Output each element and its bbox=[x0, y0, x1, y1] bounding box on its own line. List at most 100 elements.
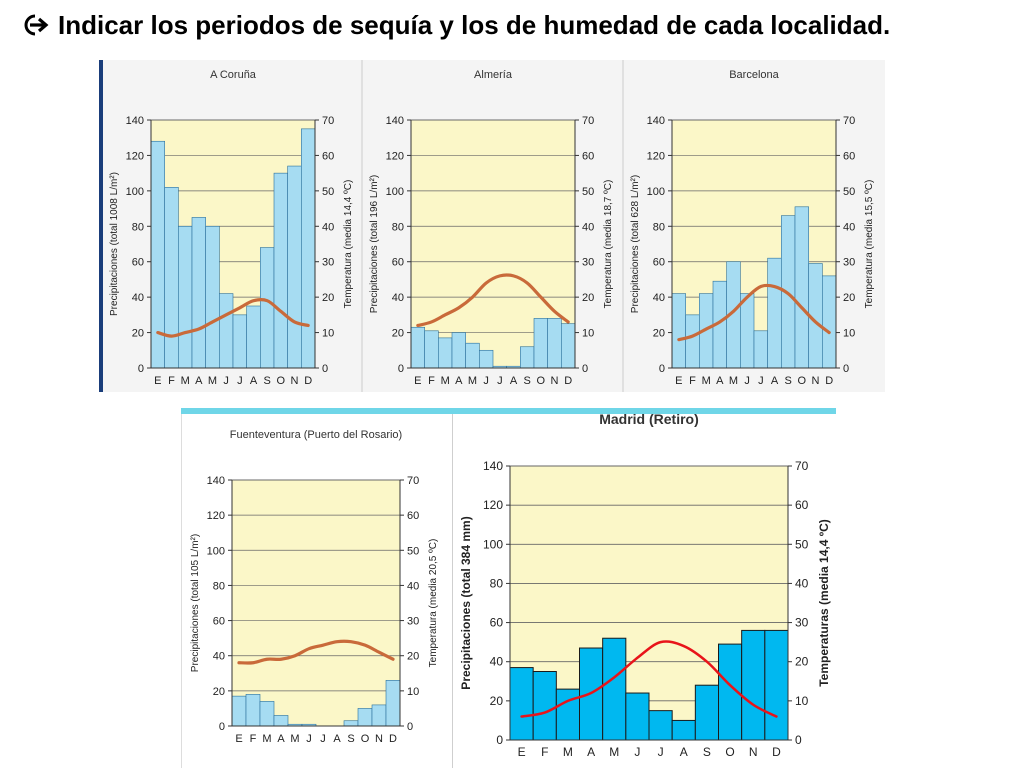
chart-svg-barcelona: Barcelona 0 20 40 60 80 100 120 140 0 10 20 30 40 50 60… bbox=[630, 69, 875, 387]
y2-tick-label: 70 bbox=[582, 115, 594, 127]
y-tick-label: 80 bbox=[653, 221, 665, 233]
x-tick-label-6: J bbox=[634, 745, 640, 759]
y-tick-label: 60 bbox=[392, 257, 404, 269]
arrow-right-circle-icon bbox=[24, 10, 50, 41]
precip-bar-6 bbox=[479, 349, 494, 369]
precip-bar-7 bbox=[753, 330, 768, 369]
x-tick-label-8: A bbox=[510, 375, 518, 387]
precip-bar-11 bbox=[741, 629, 766, 741]
y-tick-label: 40 bbox=[392, 292, 404, 304]
y-tick-label: 80 bbox=[490, 576, 504, 590]
precip-bar-2 bbox=[685, 314, 700, 369]
x-tick-label-9: S bbox=[263, 375, 270, 387]
x-tick-label-3: M bbox=[563, 745, 573, 759]
x-tick-label-5: M bbox=[468, 375, 477, 387]
temperature-line bbox=[416, 273, 570, 328]
precip-bar-11 bbox=[287, 165, 302, 369]
y-tick-label: 60 bbox=[132, 257, 144, 269]
y-tick-label: 0 bbox=[659, 363, 665, 375]
y-tick-label: 100 bbox=[386, 186, 404, 198]
y2-tick-label: 50 bbox=[795, 537, 809, 551]
y2-tick-label: 0 bbox=[322, 363, 328, 375]
x-tick-label-3: M bbox=[262, 733, 271, 745]
x-tick-label-12: D bbox=[772, 745, 781, 759]
x-tick-label-1: E bbox=[154, 375, 161, 387]
y2-tick-label: 30 bbox=[843, 257, 855, 269]
y2-tick-label: 40 bbox=[582, 221, 594, 233]
y2-tick-label: 70 bbox=[843, 115, 855, 127]
y-tick-label: 80 bbox=[392, 221, 404, 233]
x-tick-label-8: A bbox=[680, 745, 688, 759]
y-tick-label: 120 bbox=[483, 498, 503, 512]
y2-tick-label: 60 bbox=[582, 150, 594, 162]
chart-svg-coruna: A Coruña 0 20 40 60 80 100 120 140 0 10 20 30 40 50 60 7… bbox=[109, 69, 354, 387]
precip-bar-10 bbox=[357, 708, 373, 727]
x-tick-label-1: E bbox=[675, 375, 682, 387]
x-tick-label-4: A bbox=[455, 375, 463, 387]
y-tick-label: 140 bbox=[647, 115, 665, 127]
y2-tick-label: 10 bbox=[322, 328, 334, 340]
x-tick-label-10: O bbox=[361, 733, 370, 745]
y-tick-label: 100 bbox=[483, 537, 503, 551]
climate-chart-almeria: Almería 0 20 40 60 80 100 120 140 0 10 20 30 40 50 60 70… bbox=[363, 60, 622, 392]
y2-tick-label: 0 bbox=[795, 733, 802, 747]
x-tick-label-5: M bbox=[729, 375, 738, 387]
y2-tick-label: 10 bbox=[843, 328, 855, 340]
precip-bar-7 bbox=[232, 314, 247, 369]
x-tick-label-6: J bbox=[744, 375, 750, 387]
y-tick-label: 140 bbox=[126, 115, 144, 127]
x-tick-label-6: J bbox=[223, 375, 229, 387]
precip-bar-1 bbox=[410, 326, 425, 369]
y-tick-label: 100 bbox=[126, 186, 144, 198]
x-tick-label-7: J bbox=[658, 745, 664, 759]
y-tick-label: 120 bbox=[647, 150, 665, 162]
y2-tick-label: 10 bbox=[407, 686, 419, 698]
y-axis-label: Precipitaciones (total 196 L/m²) bbox=[369, 175, 380, 313]
climate-chart-barcelona: Barcelona 0 20 40 60 80 100 120 140 0 10 20 30 40 50 60… bbox=[624, 60, 884, 392]
y2-tick-label: 40 bbox=[795, 576, 809, 590]
x-tick-label-9: S bbox=[784, 375, 791, 387]
x-tick-label-2: F bbox=[428, 375, 435, 387]
temperature-line bbox=[156, 297, 310, 338]
precip-bar-9 bbox=[694, 684, 719, 741]
x-tick-label-12: D bbox=[304, 375, 312, 387]
y-tick-label: 0 bbox=[398, 363, 404, 375]
precip-bar-11 bbox=[371, 704, 387, 727]
y-tick-label: 140 bbox=[483, 459, 503, 473]
y-tick-label: 140 bbox=[386, 115, 404, 127]
x-tick-label-9: S bbox=[703, 745, 711, 759]
y2-tick-label: 0 bbox=[582, 363, 588, 375]
y-tick-label: 140 bbox=[207, 475, 225, 487]
y-tick-label: 20 bbox=[132, 328, 144, 340]
x-tick-label-7: J bbox=[497, 375, 503, 387]
precip-bar-3 bbox=[259, 701, 275, 727]
y2-tick-label: 70 bbox=[795, 459, 809, 473]
x-tick-label-9: S bbox=[347, 733, 354, 745]
x-tick-label-1: E bbox=[235, 733, 242, 745]
y2-tick-label: 30 bbox=[582, 257, 594, 269]
x-tick-label-8: A bbox=[250, 375, 258, 387]
x-tick-label-4: A bbox=[716, 375, 724, 387]
x-tick-label-4: A bbox=[587, 745, 595, 759]
chart-title: Fuenteventura (Puerto del Rosario) bbox=[230, 429, 402, 441]
precip-bar-12 bbox=[301, 128, 316, 369]
temperature-line bbox=[677, 283, 831, 342]
climate-chart-coruna: A Coruña 0 20 40 60 80 100 120 140 0 10 20 30 40 50 60 7… bbox=[103, 60, 361, 392]
chart-separator bbox=[622, 60, 624, 392]
y2-axis-label: Temperaturas (media 14,4 ºC) bbox=[817, 519, 831, 687]
x-tick-label-11: N bbox=[812, 375, 820, 387]
y-tick-label: 100 bbox=[207, 545, 225, 557]
climate-chart-madrid: Madrid (Retiro) 0 20 40 60 80 100 120 140 0 10 20 30… bbox=[454, 406, 838, 768]
y2-tick-label: 60 bbox=[795, 498, 809, 512]
x-tick-label-1: E bbox=[414, 375, 421, 387]
y-tick-label: 0 bbox=[219, 721, 225, 733]
precip-bar-12 bbox=[561, 323, 576, 369]
y-tick-label: 60 bbox=[653, 257, 665, 269]
chart-title: Almería bbox=[474, 69, 513, 81]
chart-title: Barcelona bbox=[729, 69, 779, 81]
x-tick-label-4: A bbox=[195, 375, 203, 387]
x-tick-label-7: J bbox=[758, 375, 764, 387]
x-tick-label-1: E bbox=[518, 745, 526, 759]
precip-bar-6 bbox=[625, 692, 650, 741]
x-tick-label-11: N bbox=[291, 375, 299, 387]
